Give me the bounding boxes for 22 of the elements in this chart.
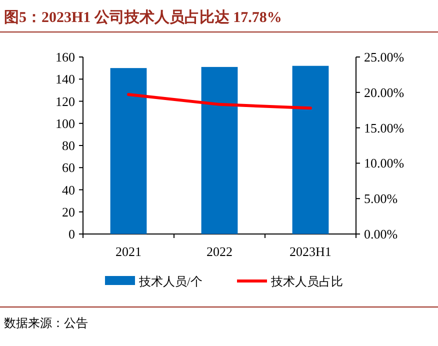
y2-tick-label: 5.00%: [364, 191, 398, 206]
x-tick-label: 2023H1: [290, 244, 332, 259]
y2-tick-label: 20.00%: [364, 84, 404, 100]
y-tick-label: 120: [56, 94, 75, 109]
y-tick-label: 80: [62, 138, 75, 153]
y2-tick-label: 10.00%: [364, 156, 404, 171]
x-tick-label: 2022: [206, 244, 232, 259]
y-tick-label: 20: [62, 204, 75, 220]
y-tick-label: 160: [56, 50, 75, 64]
y-tick-label: 100: [56, 116, 75, 131]
y2-tick-label: 15.00%: [364, 120, 404, 136]
y-tick-label: 0: [68, 226, 75, 242]
x-tick-label: 2021: [116, 244, 142, 259]
y2-tick-label: 25.00%: [364, 50, 404, 64]
legend-label: 技术人员占比: [270, 274, 343, 288]
legend-label: 技术人员/个: [138, 274, 202, 288]
y2-tick-label: 0.00%: [364, 226, 398, 242]
y-tick-label: 40: [62, 182, 75, 198]
chart-title: 图5：2023H1 公司技术人员占比达 17.78%: [4, 9, 282, 26]
y-tick-label: 140: [56, 72, 75, 87]
source-note: 数据来源：公告: [4, 316, 88, 330]
y-tick-label: 60: [62, 160, 75, 176]
